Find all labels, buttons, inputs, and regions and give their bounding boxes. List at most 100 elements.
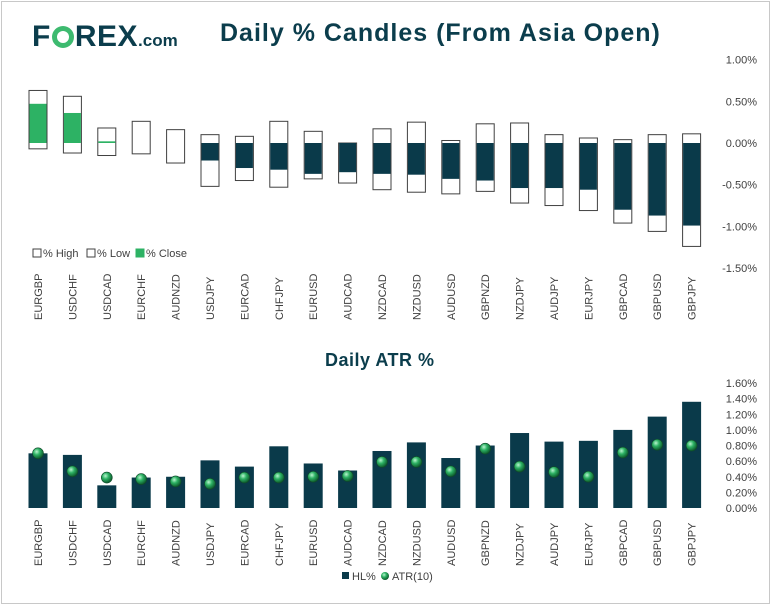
atr-marker-usdchf <box>66 465 79 478</box>
logo-letters-rex: REX <box>74 20 139 53</box>
x-tick-label: CHFJPY <box>274 523 286 566</box>
legend-swatch-low <box>86 248 96 258</box>
x-tick-label: GBPUSD <box>652 273 664 320</box>
logo-letter-f: F <box>32 20 51 53</box>
atr-marker-usdjpy <box>204 477 216 490</box>
atr-marker-eurgbp <box>32 447 44 460</box>
x-tick-label: EURGBP <box>33 274 45 320</box>
candle-close-eurusd <box>304 143 322 174</box>
atr-marker-eurchf <box>135 473 147 485</box>
x-tick-label: NZDUSD <box>411 520 423 566</box>
x-tick-label: EURJPY <box>583 522 595 566</box>
candle-close-audjpy <box>545 143 563 189</box>
legend-swatch-close <box>135 248 145 258</box>
atr-marker-audnzd <box>169 475 182 488</box>
atr-marker-gbpcad <box>616 446 629 459</box>
legend-swatch-hl <box>342 572 349 579</box>
candle-close-audusd <box>442 143 460 179</box>
candle-range-audnzd <box>166 129 186 164</box>
candles-chart: 1.00% 0.50% 0.00% -0.50% -1.00% -1.50% EURGBP U… <box>28 55 757 320</box>
forex-logo: F REX.com <box>32 20 178 54</box>
candle-close-usdjpy <box>201 143 219 161</box>
y-tick-label: 0.80% <box>726 441 757 453</box>
hl-bar-audcad <box>338 470 358 508</box>
y-tick-label: -1.00% <box>722 221 757 233</box>
candle-close-eurgbp <box>29 103 47 143</box>
x-tick-label: EURUSD <box>308 519 320 566</box>
x-tick-label: AUDNZD <box>171 274 183 320</box>
hl-bar-gbpusd <box>647 416 667 508</box>
x-tick-label: EURCHF <box>136 274 148 320</box>
x-tick-label: USDJPY <box>205 522 217 566</box>
candle-close-chfjpy <box>270 143 288 170</box>
candle-close-eurjpy <box>579 143 597 190</box>
hl-bar-usdcad <box>97 485 117 508</box>
logo-domain: .com <box>138 31 178 50</box>
x-tick-label: GBPCAD <box>618 273 630 320</box>
atr-chart-title: Daily ATR % <box>325 350 435 370</box>
hl-bar-eurgbp <box>28 453 48 508</box>
x-tick-label: GBPCAD <box>618 519 630 566</box>
x-tick-label: USDJPY <box>205 276 217 320</box>
x-tick-label: NZDJPY <box>515 277 527 320</box>
candle-close-usdcad <box>98 141 116 143</box>
legend-swatch-high <box>32 248 42 258</box>
y-tick-label: 1.00% <box>726 55 757 67</box>
x-tick-label: NZDCAD <box>377 520 389 566</box>
candle-close-nzdcad <box>373 143 391 174</box>
hl-bar-nzdusd <box>406 442 426 508</box>
atr-marker-gbpjpy <box>685 439 698 452</box>
x-tick-label: AUDJPY <box>549 522 561 566</box>
x-tick-label: GBPNZD <box>480 274 492 320</box>
candle-close-audcad <box>339 143 357 173</box>
x-tick-label: USDCAD <box>102 519 114 566</box>
x-tick-label: AUDUSD <box>446 273 458 320</box>
y-tick-label: 1.40% <box>726 394 757 406</box>
x-tick-label: AUDUSD <box>446 519 458 566</box>
x-tick-label: EURJPY <box>583 276 595 320</box>
atr-marker-usdcad <box>101 471 113 484</box>
atr-marker-eurusd <box>307 470 320 483</box>
x-tick-label: GBPNZD <box>480 520 492 566</box>
y-tick-label: -1.50% <box>722 263 757 275</box>
hl-bar-eurchf <box>131 477 151 508</box>
atr-marker-eurcad <box>238 471 251 484</box>
candles-chart-title: Daily % Candles (From Asia Open) <box>220 19 661 47</box>
x-tick-label: AUDJPY <box>549 276 561 320</box>
atr-marker-nzdcad <box>376 456 388 468</box>
candle-close-gbpnzd <box>476 143 494 181</box>
hl-bar-gbpcad <box>613 429 633 508</box>
x-tick-label: EURUSD <box>308 273 320 320</box>
y-tick-label: 0.00% <box>726 138 757 150</box>
candle-close-gbpjpy <box>683 143 701 226</box>
x-tick-label: USDCAD <box>102 273 114 320</box>
atr-marker-nzdusd <box>410 456 423 468</box>
x-tick-label: GBPUSD <box>652 519 664 566</box>
x-tick-label: EURCAD <box>239 273 251 320</box>
candle-close-usdchf <box>63 112 81 143</box>
y-tick-label: 0.60% <box>726 456 757 468</box>
atr-marker-chfjpy <box>272 471 285 484</box>
candle-close-nzdusd <box>407 143 425 175</box>
x-tick-label: USDCHF <box>67 520 79 566</box>
hl-bar-usdchf <box>62 454 82 508</box>
x-tick-label: EURCAD <box>239 519 251 566</box>
atr-marker-gbpnzd <box>479 442 492 455</box>
y-tick-label: 0.50% <box>726 96 757 108</box>
hl-bar-eurusd <box>303 463 323 508</box>
atr-marker-audjpy <box>548 466 560 478</box>
atr-marker-nzdjpy <box>513 460 526 473</box>
candle-range-eurchf <box>131 120 151 155</box>
atr-marker-audcad <box>341 470 354 482</box>
x-tick-label: USDCHF <box>67 274 79 320</box>
legend-label-atr: ATR(10) <box>392 571 433 583</box>
y-tick-label: 0.40% <box>726 472 757 484</box>
x-tick-label: GBPJPY <box>687 276 699 320</box>
hl-bar-gbpjpy <box>682 401 702 508</box>
x-tick-label: EURCHF <box>136 520 148 566</box>
atr-marker-eurjpy <box>582 470 595 483</box>
x-tick-label: GBPJPY <box>687 522 699 566</box>
candle-close-eurcad <box>235 143 253 169</box>
y-tick-label: 0.00% <box>726 503 757 515</box>
y-tick-label: 1.00% <box>726 425 757 437</box>
